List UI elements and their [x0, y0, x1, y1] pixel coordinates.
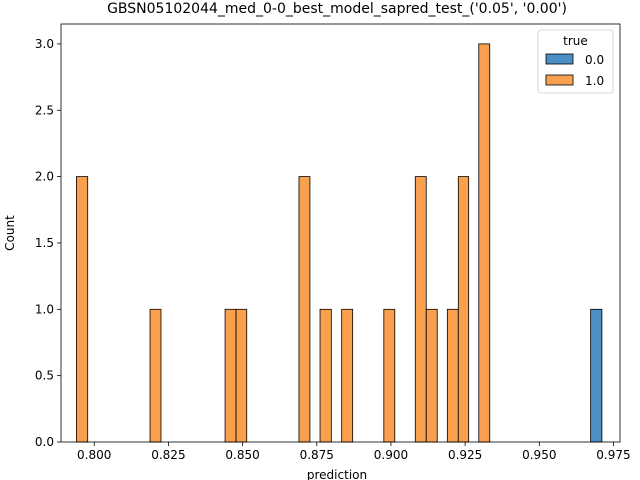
y-tick-label-1: 0.5 — [35, 369, 54, 383]
y-tick-label-3: 1.5 — [35, 236, 54, 250]
x-tick-label-1: 0.825 — [151, 448, 185, 462]
bar-series-1-bin-12 — [478, 43, 491, 443]
chart-title: GBSN05102044_med_0-0_best_model_sapred_t… — [107, 1, 567, 17]
x-tick-label-0: 0.800 — [77, 448, 111, 462]
bar-series-0-bin-0 — [590, 308, 603, 443]
plot-frame — [60, 23, 621, 443]
bar-series-1-bin-2 — [224, 308, 237, 443]
legend-swatch-0 — [545, 53, 574, 65]
x-tick-label-4: 0.900 — [374, 448, 408, 462]
bar-series-1-bin-3 — [235, 308, 248, 443]
y-tick-label-5: 2.5 — [35, 103, 54, 117]
bar-series-1-bin-10 — [446, 308, 459, 443]
legend-swatch-1 — [545, 74, 574, 86]
bars-layer — [76, 43, 603, 443]
y-axis-ticks: 0.0 0.5 1.0 1.5 2.0 2.5 3.0 — [35, 37, 61, 449]
bar-series-1-bin-7 — [383, 308, 396, 443]
x-tick-label-7: 0.975 — [596, 448, 630, 462]
bar-series-1-bin-9 — [425, 308, 438, 443]
bar-series-1-bin-1 — [149, 308, 162, 443]
bar-series-1-bin-6 — [341, 308, 354, 443]
y-tick-label-6: 3.0 — [35, 37, 54, 51]
legend-title: true — [563, 34, 588, 48]
legend: true 0.0 1.0 — [537, 29, 614, 94]
x-tick-label-6: 0.950 — [522, 448, 556, 462]
y-tick-label-4: 2.0 — [35, 170, 54, 184]
bar-series-1-bin-8 — [414, 176, 427, 443]
y-axis-label: Count — [3, 215, 17, 251]
bar-series-1-bin-5 — [319, 308, 332, 443]
x-axis-label: prediction — [307, 468, 367, 480]
y-tick-label-2: 1.0 — [35, 302, 54, 316]
x-axis-ticks: 0.800 0.825 0.850 0.875 0.900 0.925 0.950 0.975 — [77, 442, 631, 462]
legend-label-0: 0.0 — [585, 53, 604, 67]
bar-series-1-bin-4 — [298, 176, 311, 443]
bar-series-1-bin-0 — [76, 176, 89, 443]
x-tick-label-5: 0.925 — [448, 448, 482, 462]
x-tick-label-2: 0.850 — [225, 448, 259, 462]
legend-label-1: 1.0 — [585, 74, 604, 88]
x-tick-label-3: 0.875 — [300, 448, 334, 462]
bar-series-1-bin-11 — [457, 176, 470, 443]
y-tick-label-0: 0.0 — [35, 435, 54, 449]
